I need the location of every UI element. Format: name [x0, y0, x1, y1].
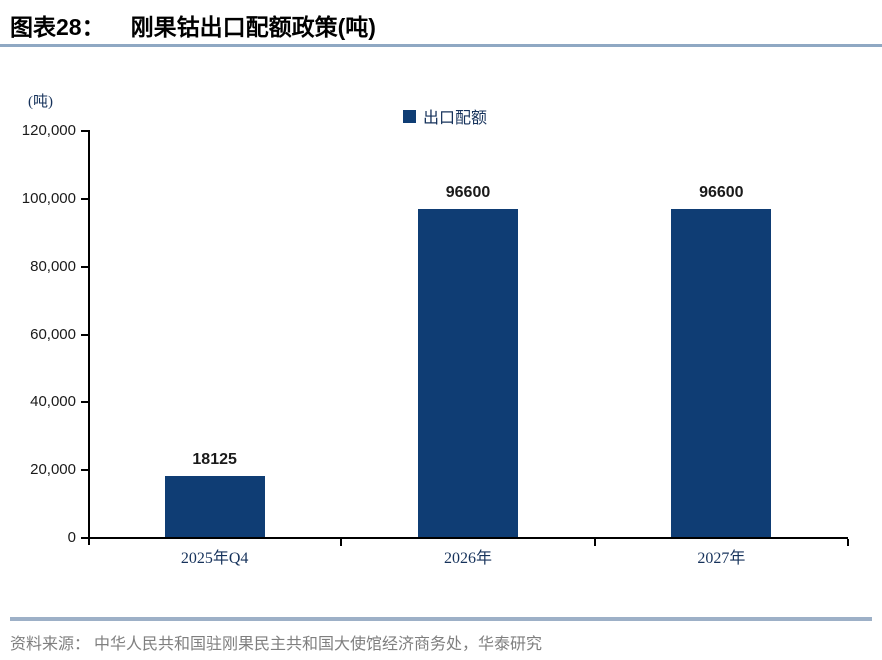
bar-value-label: 18125: [192, 450, 237, 468]
y-axis-tick-label: 120,000: [21, 122, 76, 139]
legend-label: 出口配额: [423, 110, 488, 127]
y-axis-tick-label: 80,000: [30, 257, 76, 275]
source-text: 资料来源： 中华人民共和国驻刚果民主共和国大使馆经济商务处，华泰研究: [10, 636, 543, 653]
y-axis-tick-label: 0: [67, 529, 76, 546]
y-axis-tick-label: 40,000: [30, 393, 76, 411]
y-axis-tick-label: 60,000: [30, 325, 76, 343]
bar: [671, 209, 772, 537]
bar: [418, 209, 518, 537]
x-axis-category-label: 2027年: [697, 550, 746, 567]
bar-value-label: 96600: [445, 184, 491, 202]
x-axis-category-label: 2026年: [443, 550, 492, 567]
y-axis-tick: [81, 130, 88, 132]
bar-value-label: 96600: [699, 184, 744, 202]
x-axis-tick: [593, 539, 596, 546]
y-axis-line: [88, 130, 90, 545]
y-axis-tick-label: 20,000: [30, 461, 76, 479]
x-axis-category-label: 2025年Q4: [180, 550, 249, 567]
y-axis-tick: [81, 265, 88, 268]
x-axis-tick: [340, 539, 343, 546]
x-axis-line: [88, 537, 848, 539]
y-axis-tick-label: 100,000: [21, 189, 76, 207]
y-axis-tick: [81, 401, 88, 404]
y-axis-tick: [81, 537, 88, 539]
bar: [164, 475, 265, 537]
figure-title-text: 刚果钴出口配额政策(吨): [130, 14, 376, 40]
y-axis-unit-label: (吨): [28, 94, 53, 110]
legend-swatch: [403, 109, 416, 123]
figure-number-label: 图表28：: [10, 14, 105, 40]
x-axis-tick: [847, 539, 849, 546]
y-axis-tick: [81, 333, 88, 336]
y-axis-tick: [81, 469, 88, 472]
footer-divider: [10, 617, 872, 621]
page-title: 图表28： 刚果钴出口配额政策(吨): [10, 8, 872, 42]
legend: 出口配额: [403, 104, 487, 128]
y-axis-tick: [81, 197, 88, 200]
title-underline: [0, 44, 882, 47]
